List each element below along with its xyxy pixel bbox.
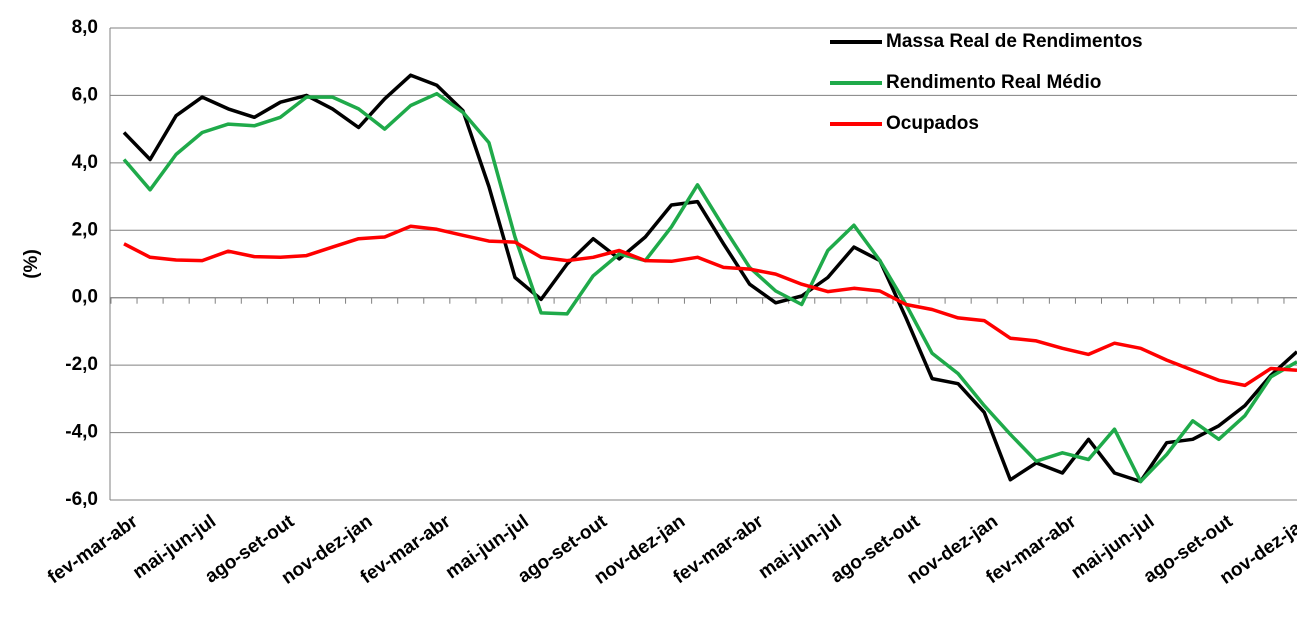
- y-tick-label: 2,0: [72, 219, 98, 240]
- y-tick-label: 8,0: [72, 17, 98, 38]
- y-tick-label: -6,0: [65, 489, 98, 510]
- x-tick-label: fev-mar-abr: [44, 511, 142, 589]
- series-line: [123, 224, 1297, 388]
- legend-label: Rendimento Real Médio: [886, 72, 1101, 93]
- legend-label: Ocupados: [886, 113, 979, 134]
- y-tick-label: -4,0: [65, 422, 98, 443]
- y-tick-label: 6,0: [72, 84, 98, 105]
- series-line: [122, 91, 1297, 484]
- y-axis-label: (%): [21, 249, 42, 279]
- series-line: [122, 73, 1297, 484]
- y-tick-label: 0,0: [72, 287, 98, 308]
- y-tick-label: 4,0: [72, 152, 98, 173]
- y-tick-label: -2,0: [65, 354, 98, 375]
- legend-label: Massa Real de Rendimentos: [886, 31, 1143, 52]
